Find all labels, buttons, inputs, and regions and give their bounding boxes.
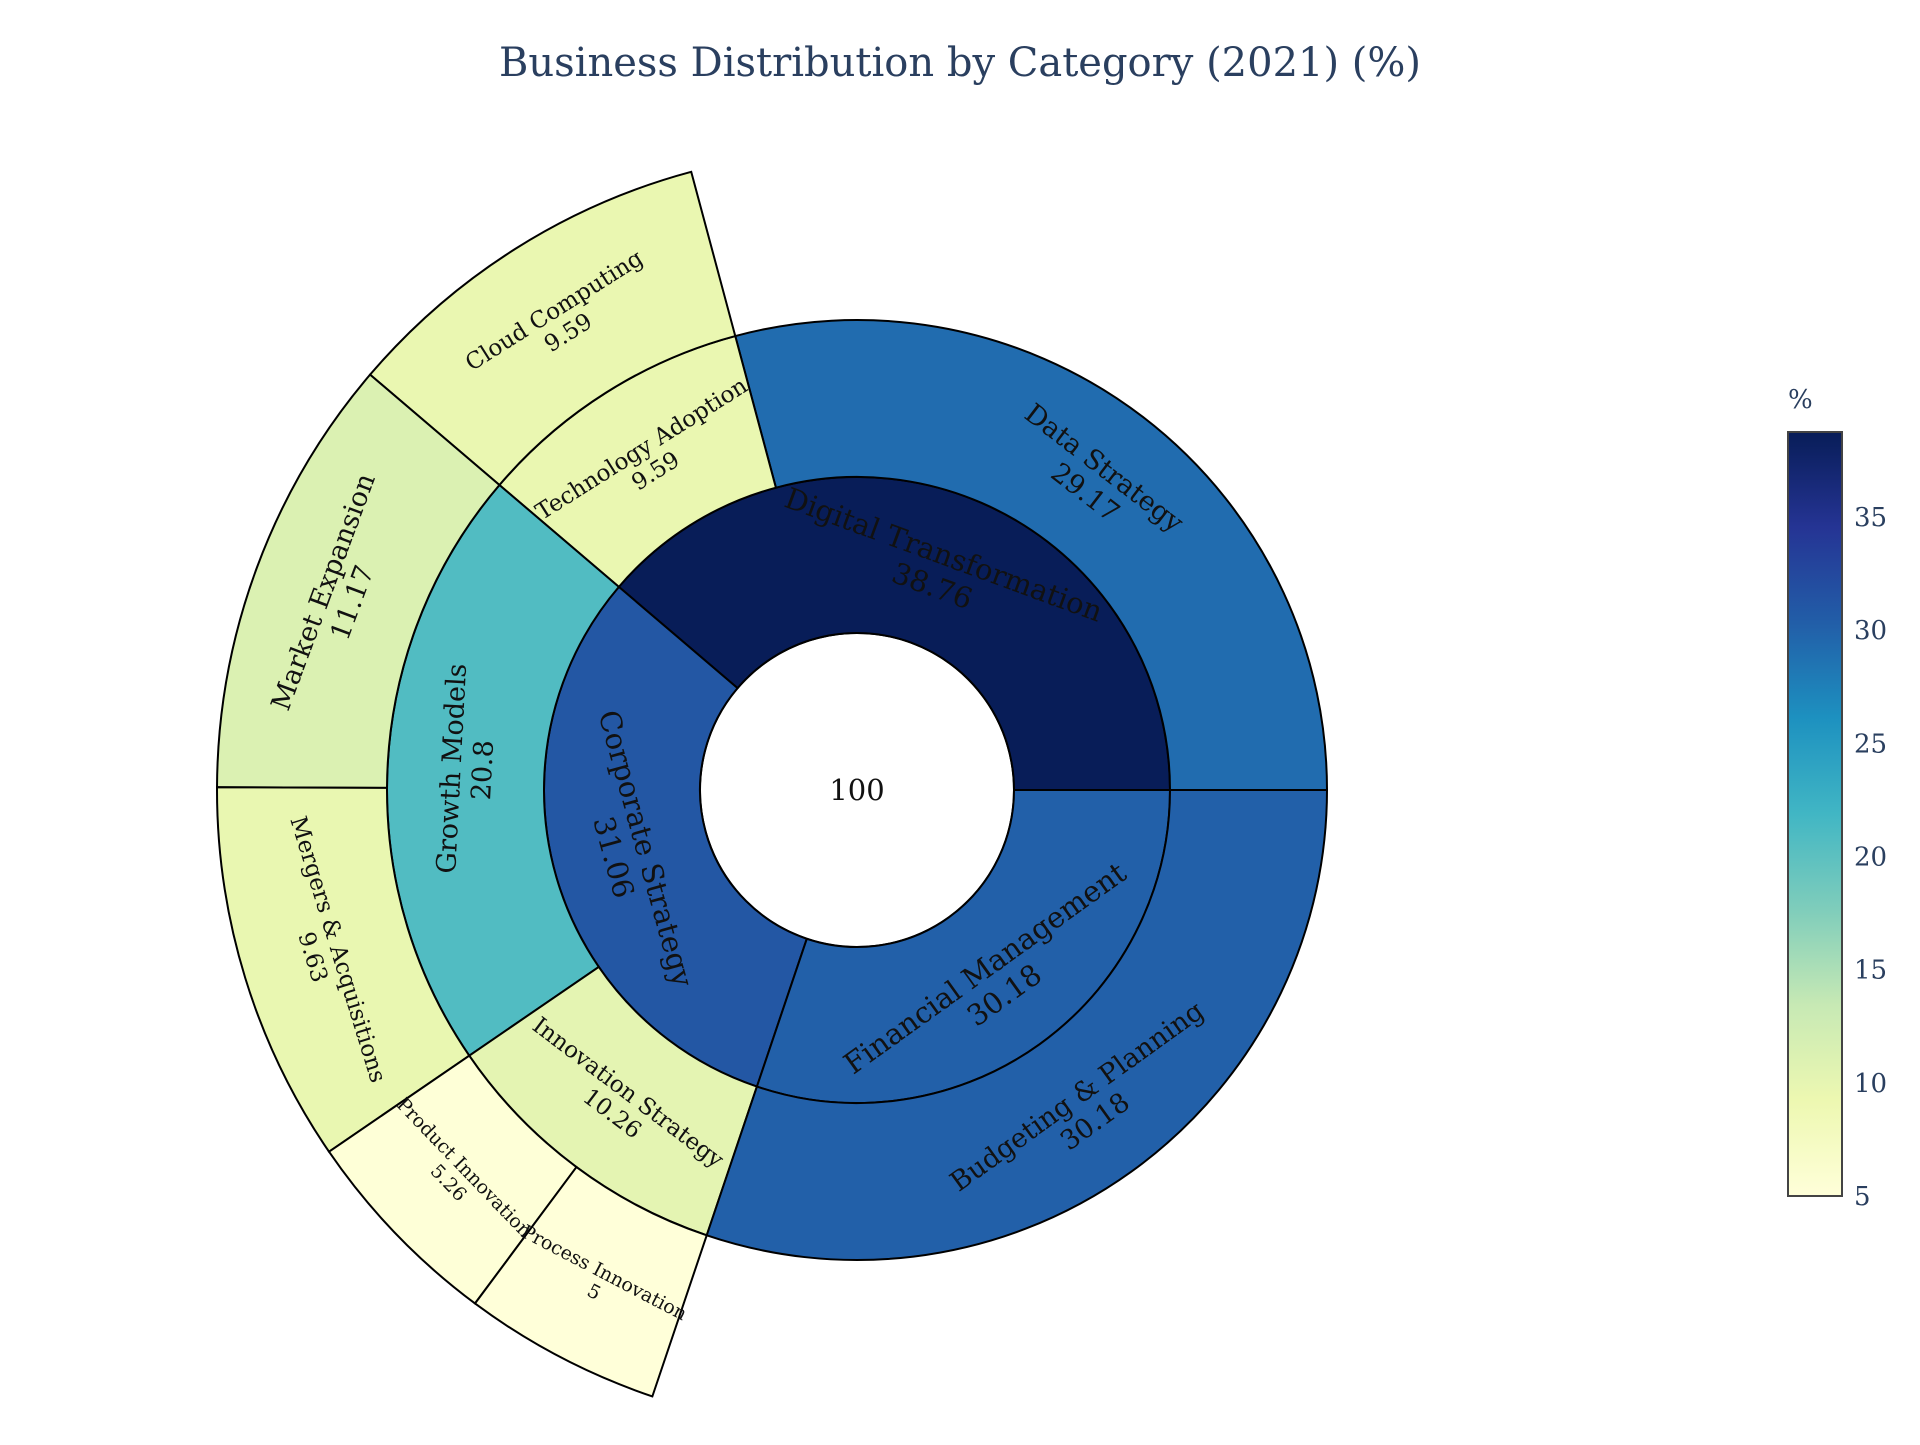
chart-title: Business Distribution by Category (2021)… xyxy=(499,40,1421,86)
colorbar: % 5 10 15 20 25 30 35 xyxy=(1787,385,1887,1212)
center-root-label: 100 xyxy=(829,773,884,807)
segment-process-innovation[interactable] xyxy=(473,1165,708,1398)
colorbar-tick-label: 35 xyxy=(1854,503,1887,533)
colorbar-title: % xyxy=(1788,385,1813,415)
colorbar-tick-label: 15 xyxy=(1854,956,1887,986)
colorbar-tick-label: 10 xyxy=(1854,1069,1887,1099)
colorbar-tick-label: 20 xyxy=(1854,843,1887,873)
sunburst-rings xyxy=(216,170,1329,1398)
colorbar-tick-label: 25 xyxy=(1854,729,1887,759)
colorbar-tick-label: 5 xyxy=(1854,1182,1871,1212)
segment-budgeting-and-planning[interactable] xyxy=(705,789,1329,1261)
colorbar-gradient xyxy=(1787,431,1843,1197)
segment-data-strategy[interactable] xyxy=(734,319,1329,791)
colorbar-tick-label: 30 xyxy=(1854,616,1887,646)
